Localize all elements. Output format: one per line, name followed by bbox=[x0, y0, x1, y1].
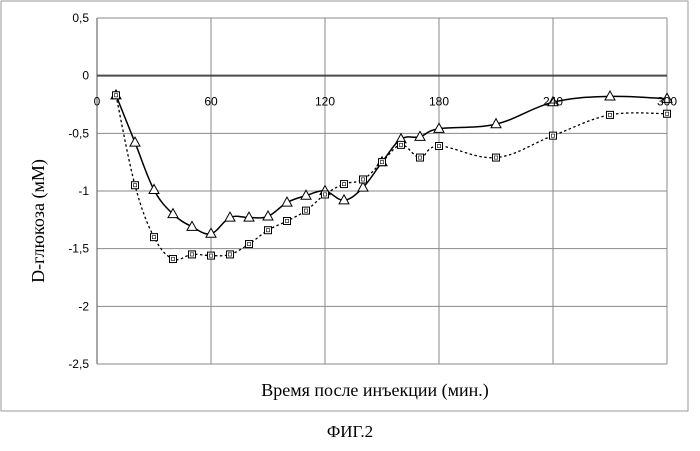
square-marker bbox=[189, 251, 196, 258]
square-marker bbox=[417, 154, 424, 161]
x-tick-label: 240 bbox=[543, 95, 563, 109]
triangle-marker bbox=[206, 228, 216, 237]
triangle-marker bbox=[605, 91, 615, 100]
x-tick-label: 120 bbox=[315, 95, 335, 109]
x-tick-label: 0 bbox=[94, 95, 101, 109]
square-marker bbox=[151, 234, 158, 241]
square-marker bbox=[132, 182, 139, 189]
square-marker bbox=[341, 181, 348, 188]
chart-border bbox=[1, 1, 688, 411]
square-marker bbox=[664, 110, 671, 117]
x-tick-label: 180 bbox=[429, 95, 449, 109]
triangle-marker bbox=[149, 184, 159, 193]
y-axis-title: D-глюкоза (мМ) bbox=[28, 159, 49, 283]
square-marker bbox=[303, 207, 310, 214]
square-marker bbox=[607, 111, 614, 118]
triangle-marker bbox=[187, 221, 197, 230]
square-marker bbox=[265, 227, 272, 234]
square-marker bbox=[227, 251, 234, 258]
x-tick-label: 60 bbox=[204, 95, 218, 109]
square-marker bbox=[379, 159, 386, 166]
y-tick-label: -2,5 bbox=[68, 357, 89, 371]
series-line-2 bbox=[116, 95, 667, 260]
square-marker bbox=[284, 217, 291, 224]
y-tick-label: -0,5 bbox=[68, 126, 89, 140]
square-marker bbox=[208, 252, 215, 259]
y-tick-label: -2 bbox=[78, 299, 89, 313]
x-axis-title: Время после инъекции (мин.) bbox=[261, 380, 489, 401]
x-tick-label: 300 bbox=[657, 95, 677, 109]
square-marker bbox=[322, 191, 329, 198]
triangle-marker bbox=[130, 137, 140, 146]
gridlines bbox=[97, 18, 667, 364]
square-marker bbox=[550, 132, 557, 139]
square-marker bbox=[246, 241, 253, 248]
square-marker bbox=[170, 256, 177, 263]
square-marker bbox=[398, 141, 405, 148]
figure-caption: ФИГ.2 bbox=[0, 422, 700, 442]
square-marker bbox=[493, 154, 500, 161]
y-tick-label: -1 bbox=[78, 184, 89, 198]
series-line-1 bbox=[116, 95, 667, 234]
series-lines bbox=[116, 95, 667, 260]
triangle-marker bbox=[263, 211, 273, 220]
square-marker bbox=[113, 92, 120, 99]
series-markers bbox=[111, 90, 672, 263]
y-tick-label: -1,5 bbox=[68, 242, 89, 256]
y-tick-label: 0,5 bbox=[72, 11, 89, 25]
square-marker bbox=[360, 176, 367, 183]
y-tick-label: 0 bbox=[82, 69, 89, 83]
square-marker bbox=[436, 143, 443, 150]
